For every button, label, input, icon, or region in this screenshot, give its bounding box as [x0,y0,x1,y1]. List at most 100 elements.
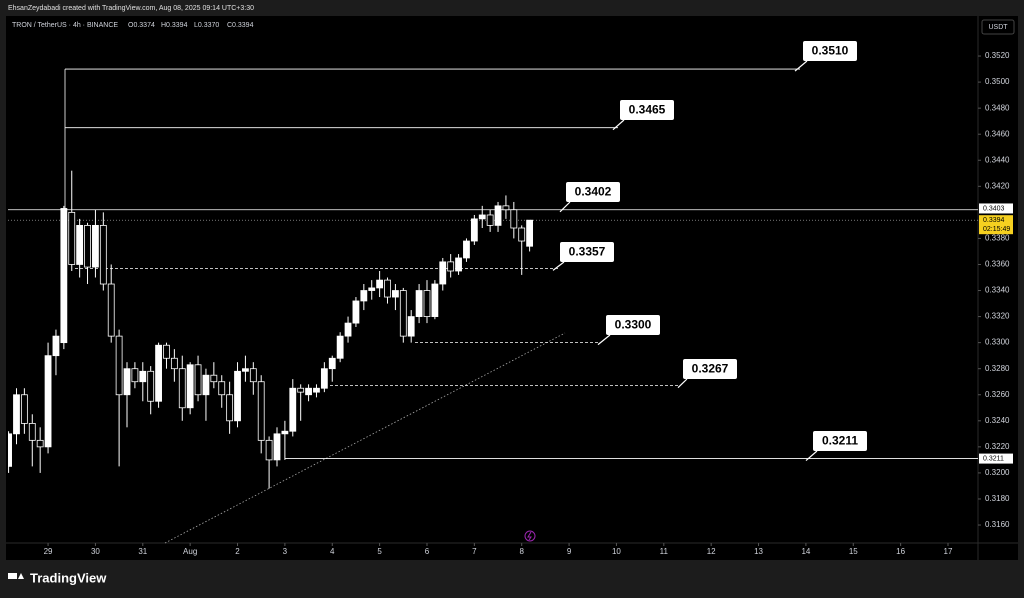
candle-body [234,370,241,422]
candle-body [289,387,297,432]
y-tick-label: 0.3340 [985,286,1010,295]
candle-body [502,205,510,211]
candle-body [415,290,423,317]
x-tick-label: 7 [472,547,477,556]
candle-body [147,370,155,402]
currency-button[interactable] [981,19,1015,35]
x-tick-label: 14 [801,547,810,556]
candle-body [163,344,170,359]
y-tick-label: 0.3440 [985,155,1010,164]
y-tick-label: 0.3500 [985,77,1010,86]
y-tick-label: 0.3480 [985,103,1010,112]
candle-body [486,214,494,226]
candle-body [439,261,447,285]
candle-body [518,227,526,242]
x-tick-label: 5 [377,547,382,556]
x-tick-label: 12 [707,547,716,556]
candle-body [242,368,249,372]
x-tick-label: 17 [944,547,953,556]
level-label-box [560,242,614,262]
candle-body [368,287,376,291]
y-tick-label: 0.3200 [985,468,1010,477]
plot [8,68,978,489]
candle-body [107,283,115,337]
candle-body [360,290,368,302]
y-tick-label: 0.3360 [985,260,1010,269]
candle-body [178,368,186,409]
event-icon [527,531,532,541]
candle-body [305,387,312,396]
label-pointer [559,201,571,213]
label-pointer [677,378,688,389]
ohlc-value: O0.3374 [128,22,155,29]
level-label: 0.3402 [575,185,612,199]
candle-body [494,205,502,226]
level-label: 0.3300 [615,318,652,332]
level-label-box [606,315,660,335]
candle-body [526,219,534,247]
chart-panel [6,16,1018,560]
candle-body [478,214,486,220]
candle-body [44,355,52,448]
candle-body [68,211,76,265]
level-label-box [813,431,867,451]
candle-body [265,439,273,461]
ohlc-value: H0.3394 [161,22,188,29]
candle-body [320,368,328,389]
price-badge [979,453,1013,464]
logo: TradingView [8,570,107,585]
candle-body [60,208,68,344]
candle-body [139,370,147,383]
x-tick-label: 8 [519,547,524,556]
candle-body [218,381,226,396]
candle-body [336,335,344,359]
candle-body [76,224,84,265]
price-badge [979,203,1013,214]
candle-body [8,433,12,467]
candle-body [123,368,131,396]
candle-body [52,335,60,357]
candle-body [392,290,399,298]
x-tick-label: 6 [425,547,430,556]
level-label: 0.3357 [569,245,606,259]
candle-body [447,261,455,272]
candle-body [155,344,162,402]
ohlc-value: L0.3370 [194,22,219,29]
x-tick-label: 13 [754,547,763,556]
candle-body [470,218,478,242]
candle-body [399,290,407,337]
x-tick-label: 2 [235,547,240,556]
level-label: 0.3267 [692,362,729,376]
currency[interactable]: USDT [988,24,1008,31]
candle-body [99,224,107,285]
label-pointer [805,450,818,462]
candle-body [13,394,20,435]
candle-body [455,257,462,272]
candle-body [202,374,210,396]
candle-body [226,394,234,422]
candle-body [352,300,360,324]
candle-body [84,224,91,268]
candle-body [463,240,470,259]
label-pointer [612,119,625,131]
level-label: 0.3211 [822,434,858,448]
y-tick-label: 0.3280 [985,364,1010,373]
y-tick-label: 0.3460 [985,129,1010,138]
label-pointer [552,261,565,271]
candle-body [115,335,123,396]
brand: TradingView [30,570,107,585]
y-tick-label: 0.3380 [985,234,1010,243]
x-tick-label: 29 [44,547,53,556]
event-icon[interactable] [524,530,536,542]
label-pointer [794,60,808,72]
y-tick-label: 0.3260 [985,390,1010,399]
x-tick-label: 16 [896,547,905,556]
level-label-box [566,182,620,202]
candle-body [510,209,518,229]
level-label-box [683,359,737,379]
candle-body [20,394,28,424]
last-price-label: 0.3394 [983,217,1005,224]
x-tick-label: 30 [91,547,100,556]
y-tick-label: 0.3320 [985,312,1010,321]
